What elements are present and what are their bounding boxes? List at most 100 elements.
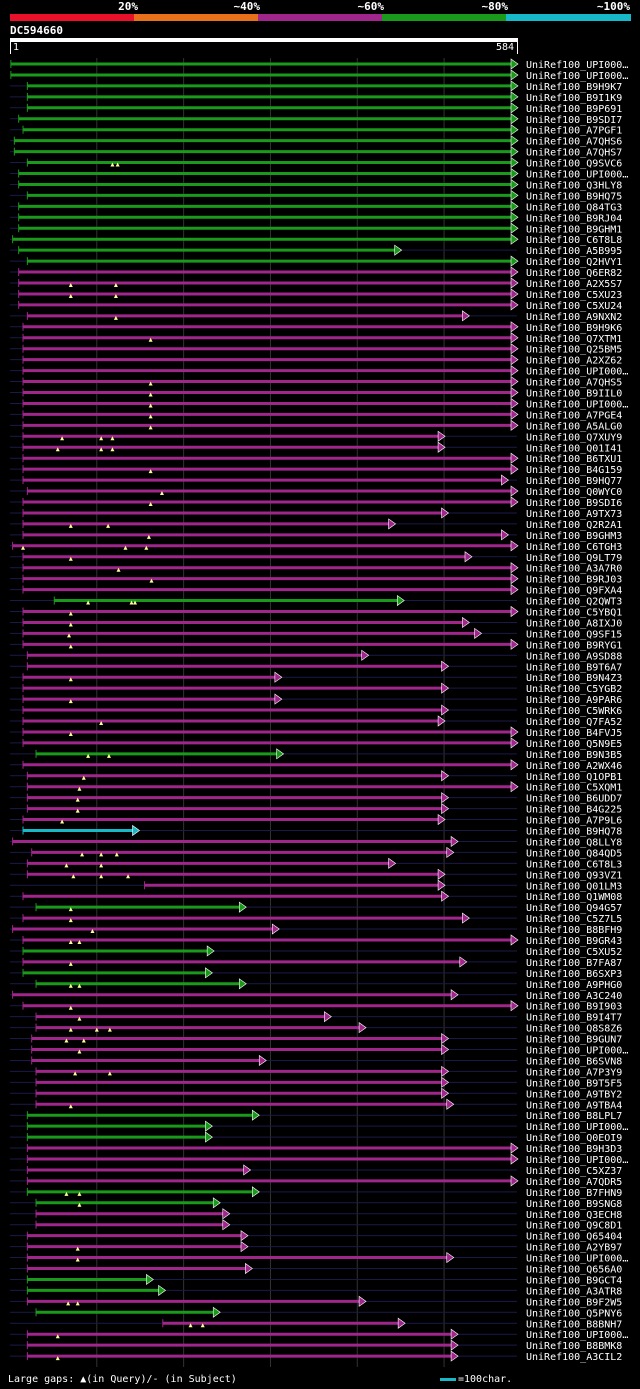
hit-arrow-icon[interactable] [450,989,459,1001]
hit-label[interactable]: UniRef100_A9NXN2 [526,312,622,323]
hit-arrow-icon[interactable] [510,1000,519,1012]
hit-arrow-icon[interactable] [361,649,370,661]
hit-arrow-icon[interactable] [501,529,509,541]
hit-label[interactable]: UniRef100_A2YB97 [526,1243,622,1254]
hit-label[interactable]: UniRef100_C5YGB2 [526,684,622,695]
hit-label[interactable]: UniRef100_UPI000… [526,1155,628,1166]
hit-arrow-icon[interactable] [510,80,519,92]
hit-arrow-icon[interactable] [510,69,519,81]
hit-arrow-icon[interactable] [510,781,519,793]
hit-label[interactable]: UniRef100_B9SNG8 [526,1199,622,1210]
hit-label[interactable]: UniRef100_B9T5F5 [526,1078,622,1089]
hit-arrow-icon[interactable] [510,759,519,771]
hit-arrow-icon[interactable] [510,266,519,278]
hit-label[interactable]: UniRef100_Q7FA52 [526,717,622,728]
hit-arrow-icon[interactable] [510,1153,519,1165]
hit-arrow-icon[interactable] [450,1350,459,1362]
hit-arrow-icon[interactable] [450,1328,459,1340]
hit-arrow-icon[interactable] [450,835,459,848]
hit-label[interactable]: UniRef100_B9GHM1 [526,224,622,235]
hit-label[interactable]: UniRef100_A7PGE4 [526,410,622,421]
hit-arrow-icon[interactable] [441,803,450,815]
hit-label[interactable]: UniRef100_B9H9K6 [526,323,622,334]
hit-arrow-icon[interactable] [251,1109,260,1121]
hit-label[interactable]: UniRef100_C5XU23 [526,290,622,301]
hit-label[interactable]: UniRef100_B9RYG1 [526,640,622,651]
hit-label[interactable]: UniRef100_A7QHS7 [526,148,622,159]
hit-arrow-icon[interactable] [510,124,519,136]
hit-arrow-icon[interactable] [510,1142,519,1154]
hit-label[interactable]: UniRef100_B9GUN7 [526,1035,622,1046]
hit-label[interactable]: UniRef100_B9GCT4 [526,1275,622,1286]
hit-arrow-icon[interactable] [510,113,519,125]
hit-arrow-icon[interactable] [324,1011,332,1023]
hit-arrow-icon[interactable] [510,178,519,191]
hit-label[interactable]: UniRef100_Q2HVY1 [526,257,622,268]
hit-label[interactable]: UniRef100_C5XU24 [526,301,622,312]
hit-label[interactable]: UniRef100_UPI000… [526,1254,628,1265]
hit-label[interactable]: UniRef100_B9HQ77 [526,476,622,487]
hit-label[interactable]: UniRef100_B9RJ04 [526,213,622,224]
hit-arrow-icon[interactable] [446,846,455,858]
hit-arrow-icon[interactable] [510,584,519,596]
hit-label[interactable]: UniRef100_B9HQ78 [526,827,622,838]
hit-arrow-icon[interactable] [510,638,519,650]
hit-arrow-icon[interactable] [510,156,519,169]
hit-label[interactable]: UniRef100_C5Z7L5 [526,914,622,925]
hit-label[interactable]: UniRef100_A7PGF1 [526,126,622,137]
hit-label[interactable]: UniRef100_B9F2W5 [526,1297,622,1308]
hit-arrow-icon[interactable] [441,507,450,519]
hit-label[interactable]: UniRef100_Q3HLY8 [526,180,622,191]
hit-label[interactable]: UniRef100_A3A7R0 [526,564,622,575]
hit-label[interactable]: UniRef100_Q9SVC6 [526,159,622,170]
hit-label[interactable]: UniRef100_Q65404 [526,1232,622,1243]
hit-arrow-icon[interactable] [446,1098,455,1110]
hit-label[interactable]: UniRef100_Q25BM5 [526,345,622,356]
hit-arrow-icon[interactable] [510,485,519,497]
hit-label[interactable]: UniRef100_Q1WM08 [526,892,622,903]
hit-label[interactable]: UniRef100_Q3ECH8 [526,1210,622,1221]
hit-label[interactable]: UniRef100_B7FHN9 [526,1188,622,1199]
hit-label[interactable]: UniRef100_Q9FXA4 [526,586,622,597]
hit-label[interactable]: UniRef100_Q93VZ1 [526,870,622,881]
hit-arrow-icon[interactable] [510,146,519,158]
hit-arrow-icon[interactable] [510,200,519,212]
hit-label[interactable]: UniRef100_Q1OPB1 [526,772,622,783]
hit-label[interactable]: UniRef100_B9IIL0 [526,389,622,400]
hit-label[interactable]: UniRef100_B6SVN8 [526,1056,622,1067]
hit-label[interactable]: UniRef100_B7FA87 [526,958,622,969]
hit-arrow-icon[interactable] [510,91,519,103]
hit-arrow-icon[interactable] [205,1120,213,1132]
hit-label[interactable]: UniRef100_A7P9L6 [526,816,622,827]
hit-label[interactable]: UniRef100_A9PAR6 [526,695,622,706]
hit-arrow-icon[interactable] [222,1219,231,1231]
hit-arrow-icon[interactable] [146,1273,154,1286]
hit-label[interactable]: UniRef100_B9H3D3 [526,1144,622,1155]
hit-label[interactable]: UniRef100_B9T6A7 [526,662,622,673]
hit-arrow-icon[interactable] [441,1076,450,1088]
hit-arrow-icon[interactable] [158,1284,167,1296]
hit-label[interactable]: UniRef100_UPI000… [526,71,628,82]
hit-arrow-icon[interactable] [238,901,247,913]
hit-arrow-icon[interactable] [510,102,519,114]
hit-label[interactable]: UniRef100_UPI000… [526,60,628,71]
hit-label[interactable]: UniRef100_A2WX46 [526,761,622,772]
hit-label[interactable]: UniRef100_B9GR43 [526,936,622,947]
hit-label[interactable]: UniRef100_B9I4T7 [526,1013,622,1024]
hit-label[interactable]: UniRef100_Q01LM3 [526,881,622,892]
hit-arrow-icon[interactable] [437,879,446,891]
hit-label[interactable]: UniRef100_B9RJ03 [526,575,622,586]
hit-arrow-icon[interactable] [205,967,213,979]
hit-label[interactable]: UniRef100_Q6ER82 [526,268,622,279]
hit-label[interactable]: UniRef100_B8BFH9 [526,925,622,936]
hit-label[interactable]: UniRef100_B9SDI7 [526,115,622,126]
hit-arrow-icon[interactable] [510,167,519,180]
hit-arrow-icon[interactable] [358,1295,367,1307]
hit-label[interactable]: UniRef100_C6T8L3 [526,859,622,870]
hit-label[interactable]: UniRef100_C6TGH3 [526,542,622,553]
hit-label[interactable]: UniRef100_B9N4Z3 [526,673,622,684]
hit-arrow-icon[interactable] [437,813,446,826]
hit-label[interactable]: UniRef100_B9P691 [526,104,622,115]
hit-arrow-icon[interactable] [510,321,519,333]
hit-arrow-icon[interactable] [510,222,519,234]
